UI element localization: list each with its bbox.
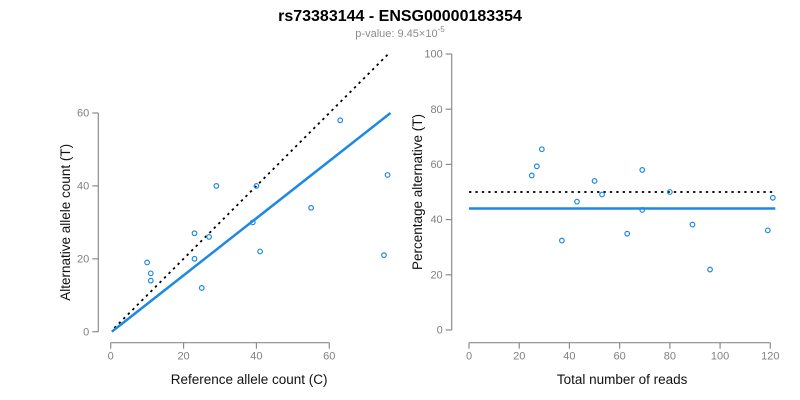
p-value-exponent: -5 (438, 25, 446, 34)
data-point (538, 146, 545, 153)
p-value-text: p-value: 9.45×10 (355, 28, 437, 40)
data-point (599, 191, 605, 198)
data-point (707, 266, 713, 273)
data-point (213, 182, 220, 189)
data-point (624, 230, 631, 237)
x-tick-label: 100 (711, 351, 729, 363)
y-tick-label: 0 (83, 326, 89, 338)
data-point (147, 277, 154, 284)
y-axis-title: Percentage alternative (T) (410, 114, 425, 270)
data-point (769, 194, 776, 201)
data-point (337, 117, 344, 124)
x-tick-label: 60 (614, 351, 626, 363)
data-point (381, 252, 387, 259)
data-point (639, 207, 646, 213)
y-tick-label: 0 (437, 325, 443, 337)
identity-line (113, 52, 391, 329)
data-point (198, 285, 205, 291)
y-tick-label: 60 (77, 108, 89, 120)
data-point (574, 198, 580, 205)
y-tick-label: 40 (77, 181, 89, 193)
y-tick-label: 20 (77, 253, 89, 265)
right-plot-percentage: 0 20 40 60 80 100 120 0 20 40 60 80 100 Total number … (410, 49, 779, 387)
data-point (147, 270, 154, 277)
data-point (308, 204, 314, 211)
x-tick-label: 40 (563, 351, 575, 363)
data-point (191, 230, 198, 237)
data-point (666, 189, 673, 195)
chart-subtitle: p-value: 9.45×10-5 (355, 25, 445, 40)
data-point (533, 163, 540, 170)
data-point (249, 219, 256, 226)
data-point (206, 234, 212, 240)
x-tick-label: 80 (664, 351, 676, 363)
x-tick-label: 20 (177, 351, 189, 363)
x-tick-label: 40 (250, 351, 262, 363)
x-tick-label: 60 (323, 351, 335, 363)
chart-title: rs73383144 - ENSG00000183354 (278, 8, 522, 25)
data-point (191, 255, 198, 262)
x-axis-title: Reference allele count (C) (171, 372, 328, 387)
data-point (689, 221, 696, 228)
y-tick-label: 20 (430, 269, 442, 281)
y-tick-label: 40 (430, 214, 442, 226)
data-point (591, 178, 598, 184)
left-plot-allele-counts: 0 20 40 60 0 20 40 60 Reference allele count (C)… (58, 52, 392, 387)
data-point (144, 259, 151, 266)
fit-line (111, 112, 392, 333)
data-point (384, 172, 391, 178)
data-point (558, 237, 565, 244)
data-point (257, 248, 263, 255)
y-tick-label: 60 (430, 159, 442, 171)
x-axis-title: Total number of reads (557, 372, 688, 387)
x-tick-label: 0 (108, 351, 114, 363)
x-tick-label: 120 (761, 351, 779, 363)
data-point (639, 167, 646, 173)
data-point (528, 172, 535, 179)
data-point (764, 227, 771, 234)
x-tick-label: 0 (466, 351, 472, 363)
y-axis-title: Alternative allele count (T) (58, 144, 73, 301)
y-tick-label: 100 (424, 49, 442, 61)
y-tick-label: 80 (430, 104, 442, 116)
x-tick-label: 20 (513, 351, 525, 363)
data-point (253, 182, 260, 189)
